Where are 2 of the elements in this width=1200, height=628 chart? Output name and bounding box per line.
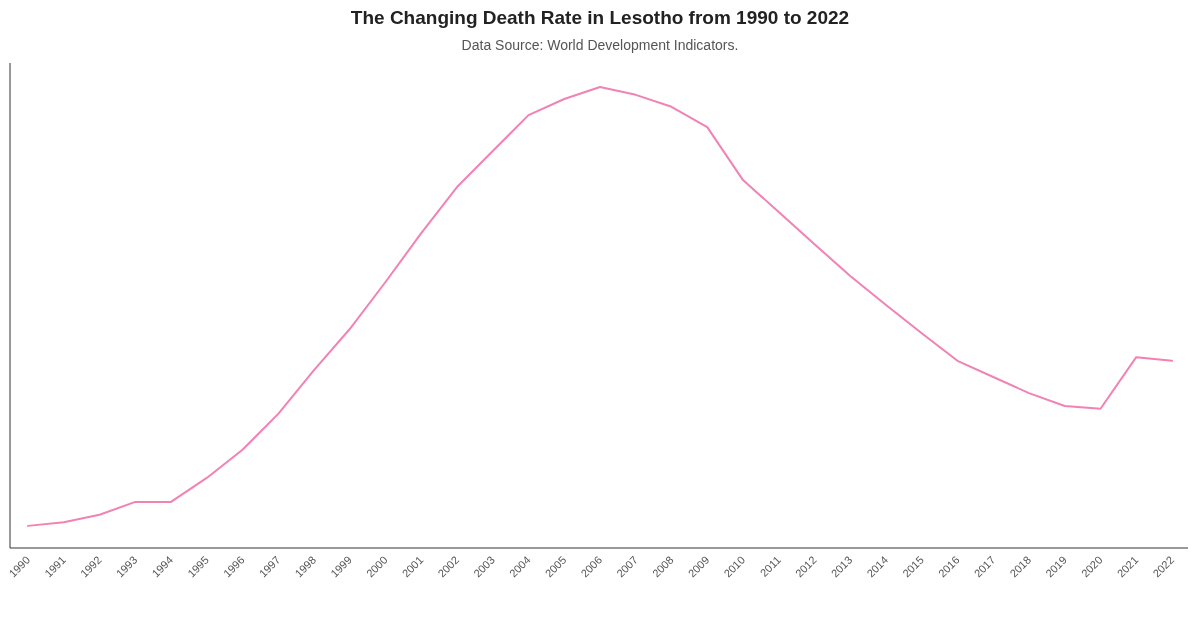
chart-title: The Changing Death Rate in Lesotho from 1990 to 2022 (350, 7, 850, 28)
chart-subtitle: Data Source: World Development Indicators. (461, 37, 739, 53)
